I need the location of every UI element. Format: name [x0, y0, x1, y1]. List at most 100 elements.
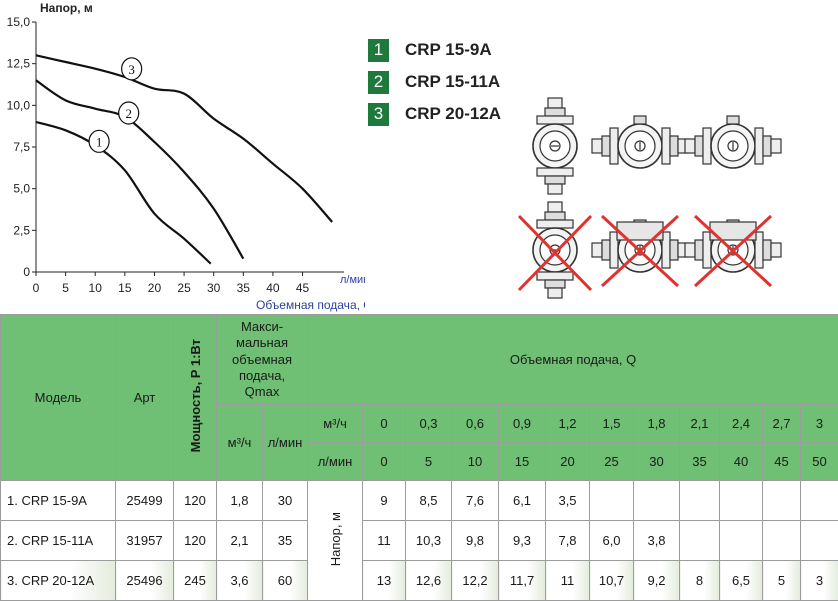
model-cell: 1. CRP 15-9A [1, 481, 116, 521]
head-value-cell: 11 [363, 521, 406, 561]
qmax-m3-cell: 2,1 [217, 521, 263, 561]
pump-forbidden-motor-up [685, 216, 781, 286]
table-row: 3. CRP 20-12A 25496 245 3,6 60 13 12,6 1… [1, 561, 838, 601]
flow-l-value: 15 [499, 443, 546, 481]
head-value-cell: 9 [363, 481, 406, 521]
head-value-cell [720, 521, 763, 561]
head-value-cell: 12,6 [406, 561, 452, 601]
y-axis-label: Напор, м [40, 1, 93, 15]
legend-number-badge: 1 [368, 39, 389, 62]
y-tick-label: 7,5 [13, 140, 30, 154]
head-value-cell: 3 [801, 561, 838, 601]
series-1-curve [36, 122, 211, 264]
flow-m3-value: 0,6 [452, 405, 499, 443]
power-cell: 120 [174, 481, 217, 521]
head-value-cell: 8,5 [406, 481, 452, 521]
flow-m3-value: 0 [363, 405, 406, 443]
legend-item: 1 CRP 15-9A [368, 34, 501, 66]
legend-item: 2 CRP 15-11A [368, 66, 501, 98]
head-value-cell: 11,7 [499, 561, 546, 601]
col-header-art: Арт [116, 315, 174, 481]
head-label: Напор, м [328, 512, 343, 566]
legend-model-name: CRP 15-11A [405, 72, 500, 92]
series-2-label: 2 [125, 106, 132, 121]
x-tick-label: 25 [177, 281, 191, 295]
chart-axes [36, 22, 344, 272]
head-value-cell: 3,8 [634, 521, 680, 561]
col-header-flow: Объемная подача, Q [308, 315, 838, 405]
head-value-cell: 9,3 [499, 521, 546, 561]
col-header-qmax: Макси-мальная объемная подача, Qmax [217, 315, 308, 405]
art-cell: 25499 [116, 481, 174, 521]
head-value-cell: 12,2 [452, 561, 499, 601]
power-cell: 245 [174, 561, 217, 601]
head-value-cell: 5 [763, 561, 801, 601]
pump-allowed-vertical [533, 98, 577, 194]
flow-l-value: 50 [801, 443, 838, 481]
flow-l-value: 10 [452, 443, 499, 481]
x-tick-label: 5 [62, 281, 69, 295]
flow-m3-value: 2,7 [763, 405, 801, 443]
flow-m3-value: 0,3 [406, 405, 452, 443]
legend-number-badge: 2 [368, 71, 389, 94]
flow-m3-value: 3 [801, 405, 838, 443]
x-tick-label: 10 [89, 281, 103, 295]
series-2-curve [36, 80, 243, 258]
flow-l-value: 5 [406, 443, 452, 481]
flow-m3-value: 2,1 [680, 405, 720, 443]
flow-l-value: 35 [680, 443, 720, 481]
head-value-cell [801, 521, 838, 561]
head-value-cell: 7,6 [452, 481, 499, 521]
flow-l-value: 25 [590, 443, 634, 481]
flow-l-value: 0 [363, 443, 406, 481]
head-label-cell: Напор, м [308, 481, 363, 601]
head-value-cell: 10,7 [590, 561, 634, 601]
model-cell: 3. CRP 20-12A [1, 561, 116, 601]
head-value-cell: 6,1 [499, 481, 546, 521]
legend-model-name: CRP 20-12A [405, 104, 501, 124]
flow-l-value: 20 [546, 443, 590, 481]
head-value-cell [801, 481, 838, 521]
head-value-cell [634, 481, 680, 521]
head-value-cell: 7,8 [546, 521, 590, 561]
x-axis-unit: л/мин [340, 274, 365, 286]
chart-curves: 123 [36, 55, 332, 263]
head-value-cell: 11 [546, 561, 590, 601]
series-3-curve [36, 55, 332, 222]
col-header-power-label: Мощность, P 1:Вт [188, 339, 203, 452]
head-value-cell: 8 [680, 561, 720, 601]
flow-row-label-m3: м³/ч [308, 405, 363, 443]
flow-m3-value: 0,9 [499, 405, 546, 443]
pump-spec-table: Модель Арт Мощность, P 1:Вт Макси-мальна… [0, 314, 838, 601]
series-1-label: 1 [96, 134, 103, 149]
legend-model-name: CRP 15-9A [405, 40, 492, 60]
col-header-model: Модель [1, 315, 116, 481]
head-value-cell [763, 521, 801, 561]
art-cell: 31957 [116, 521, 174, 561]
y-tick-label: 15,0 [7, 15, 31, 29]
head-value-cell: 9,2 [634, 561, 680, 601]
table-row: 2. CRP 15-11A 31957 120 2,1 35 11 10,3 9… [1, 521, 838, 561]
pump-installation-drawings [505, 90, 805, 305]
head-value-cell [680, 481, 720, 521]
x-tick-label: 35 [237, 281, 251, 295]
head-value-cell: 6,5 [720, 561, 763, 601]
x-tick-label: 30 [207, 281, 221, 295]
table-row: 1. CRP 15-9A 25499 120 1,8 30 Напор, м 9… [1, 481, 838, 521]
qmax-m3-cell: 3,6 [217, 561, 263, 601]
legend-number-badge: 3 [368, 103, 389, 126]
head-value-cell: 13 [363, 561, 406, 601]
power-cell: 120 [174, 521, 217, 561]
head-value-cell: 6,0 [590, 521, 634, 561]
x-axis-label: Объемная подача, Q [256, 298, 365, 312]
legend-item: 3 CRP 20-12A [368, 98, 501, 130]
y-tick-label: 12,5 [7, 57, 31, 71]
head-value-cell [763, 481, 801, 521]
flow-m3-value: 1,5 [590, 405, 634, 443]
model-legend: 1 CRP 15-9A 2 CRP 15-11A 3 CRP 20-12A [368, 34, 501, 130]
art-cell: 25496 [116, 561, 174, 601]
x-tick-label: 0 [33, 281, 40, 295]
x-tick-label: 40 [266, 281, 280, 295]
y-tick-label: 0 [23, 265, 30, 279]
